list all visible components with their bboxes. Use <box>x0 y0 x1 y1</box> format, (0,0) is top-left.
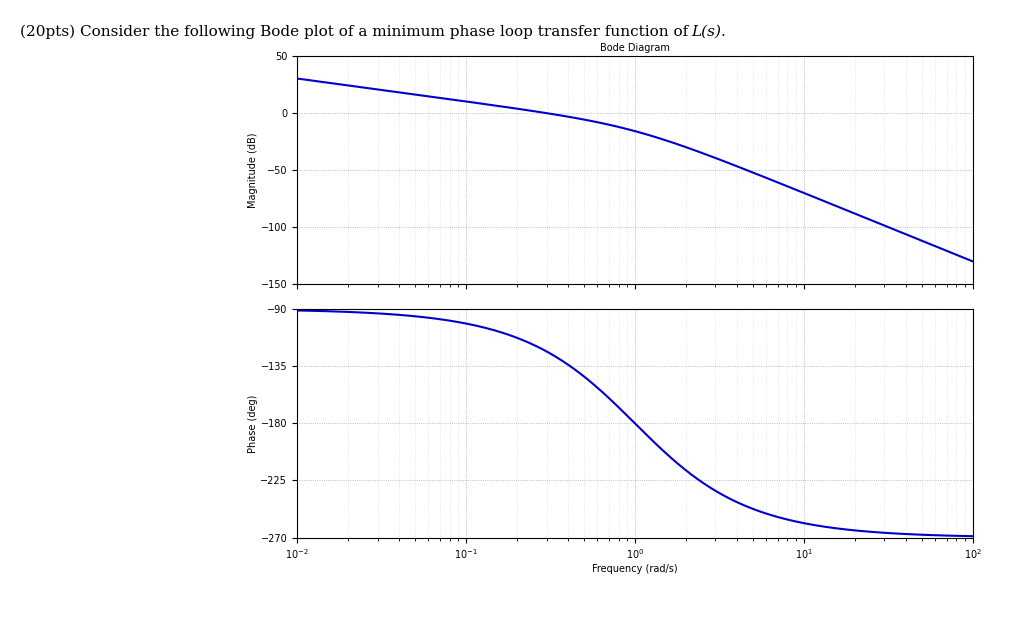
Y-axis label: Phase (deg): Phase (deg) <box>248 394 258 452</box>
X-axis label: Frequency (rad/s): Frequency (rad/s) <box>592 564 678 574</box>
Text: (20pts) Consider the following Bode plot of a minimum phase loop transfer functi: (20pts) Consider the following Bode plot… <box>20 25 693 39</box>
Title: Bode Diagram: Bode Diagram <box>600 43 670 53</box>
Text: L(s).: L(s). <box>691 25 726 39</box>
Y-axis label: Magnitude (dB): Magnitude (dB) <box>248 132 258 208</box>
